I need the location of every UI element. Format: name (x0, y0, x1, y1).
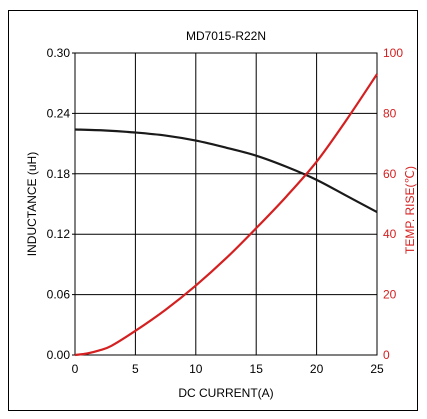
y-tick-label: 0.06 (47, 288, 71, 302)
x-tick-label: 10 (189, 362, 203, 376)
y2-tick-label: 40 (383, 227, 397, 241)
y-axis-label: INDUCTANCE (uH) (25, 152, 39, 256)
chart-frame (8, 10, 418, 411)
series-layer (74, 73, 378, 357)
temp-rise-line (74, 73, 378, 357)
x-tick-label: 20 (310, 362, 324, 376)
y2-axis-label: TEMP. RISE(℃) (403, 166, 417, 254)
y-tick-label: 0.24 (47, 106, 71, 120)
inductance-line (74, 128, 378, 214)
y2-tick-label: 100 (383, 46, 403, 60)
x-tick-label: 5 (132, 362, 139, 376)
y-tick-label: 0.30 (47, 46, 71, 60)
y-tick-label: 0.18 (47, 167, 71, 181)
x-tick-label: 15 (250, 362, 264, 376)
y2-tick-label: 20 (383, 288, 397, 302)
ticks-layer: 0 5 10 15 20 25 0.00 0.06 0.12 0.18 0.24 0.30 0 20 40 6… (47, 46, 404, 376)
y2-tick-label: 0 (383, 348, 390, 362)
plot-area (74, 52, 378, 356)
x-axis-label: DC CURRENT(A) (178, 386, 273, 400)
chart-title: MD7015-R22N (186, 29, 266, 43)
y2-tick-label: 60 (383, 167, 397, 181)
y-tick-label: 0.12 (47, 227, 71, 241)
y2-tick-label: 80 (383, 106, 397, 120)
y-tick-label: 0.00 (47, 348, 71, 362)
x-tick-label: 25 (370, 362, 384, 376)
x-tick-label: 0 (72, 362, 79, 376)
grid-lines (75, 53, 377, 355)
